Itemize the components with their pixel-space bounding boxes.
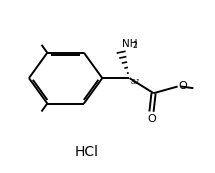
Text: HCl: HCl [75, 144, 98, 158]
Text: &1: &1 [130, 79, 140, 85]
Text: O: O [147, 114, 156, 124]
Text: O: O [178, 81, 187, 91]
Text: NH: NH [122, 39, 138, 49]
Text: 2: 2 [133, 41, 137, 50]
